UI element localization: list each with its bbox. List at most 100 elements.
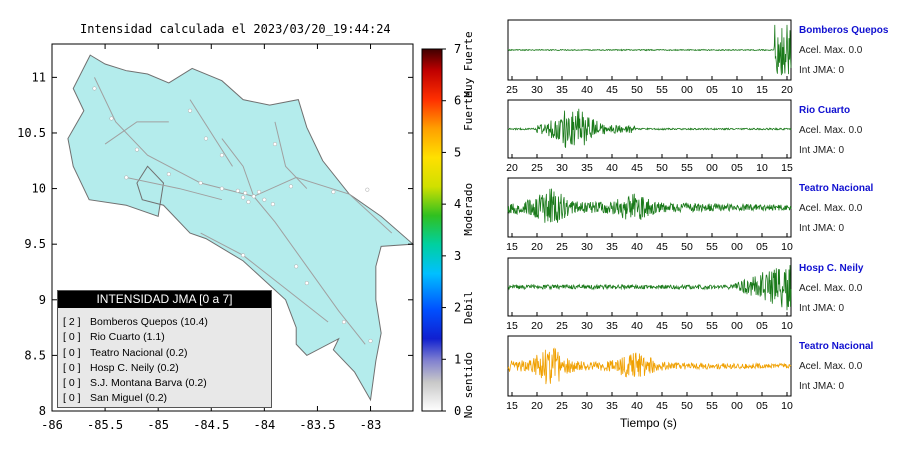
station-name: Teatro Nacional bbox=[799, 341, 874, 352]
road-2 bbox=[253, 196, 366, 345]
town-marker bbox=[262, 197, 267, 202]
map-xtick-label: -85 bbox=[147, 418, 169, 432]
colorbar-level-label: Muy Fuerte bbox=[462, 31, 475, 97]
town-marker bbox=[166, 172, 171, 177]
station-accel: Acel. Max. 0.0 bbox=[799, 45, 863, 56]
colorbar-tick-label: 3 bbox=[454, 249, 461, 263]
legend-row: [ 0 ] San Miguel (0.2) bbox=[63, 391, 271, 406]
waveform-tick-label: 20 bbox=[531, 400, 543, 412]
waveform-tick-label: 10 bbox=[781, 400, 793, 412]
waveform-tick-label: 55 bbox=[706, 400, 718, 412]
waveform-tick-label: 30 bbox=[556, 162, 568, 174]
colorbar-tick-label: 5 bbox=[454, 145, 461, 159]
road-4 bbox=[126, 176, 223, 201]
legend-row-code: [ 0 ] bbox=[63, 392, 81, 405]
station-accel: Acel. Max. 0.0 bbox=[799, 125, 863, 136]
waveform-tick-label: 20 bbox=[781, 84, 793, 96]
colorbar-level-label: No sentido bbox=[462, 352, 475, 418]
legend-row: [ 2 ] Bomberos Quepos (10.4) bbox=[63, 315, 271, 330]
waveform-tick-label: 05 bbox=[756, 241, 768, 253]
waveform-tick-label: 30 bbox=[581, 320, 593, 332]
waveform-tick-label: 55 bbox=[706, 241, 718, 253]
waveform-tick-label: 40 bbox=[631, 241, 643, 253]
station-name: Rio Cuarto bbox=[799, 105, 851, 116]
town-marker bbox=[341, 319, 347, 325]
town-marker bbox=[134, 147, 139, 152]
waveform-tick-label: 10 bbox=[731, 84, 743, 96]
station-intensity: Int JMA: 0 bbox=[799, 145, 845, 156]
colorbar-tick-label: 6 bbox=[454, 94, 461, 108]
road-3 bbox=[221, 138, 255, 197]
waveform-tick-label: 45 bbox=[656, 400, 668, 412]
waveform-frame bbox=[507, 257, 792, 317]
waveform-tick-label: 00 bbox=[731, 241, 743, 253]
town-marker bbox=[251, 194, 256, 199]
waveform-tick-label: 20 bbox=[531, 241, 543, 253]
waveform-tick-label: 10 bbox=[756, 162, 768, 174]
station-intensity: Int JMA: 0 bbox=[799, 381, 845, 392]
map-xtick-label: -83 bbox=[360, 418, 382, 432]
colorbar-tick-label: 1 bbox=[454, 352, 461, 366]
town-marker bbox=[288, 184, 293, 189]
waveform-tick-label: 55 bbox=[706, 320, 718, 332]
intensity-colorbar: 0 1 2 3 4 5 6 7 No sentido Debil Moderado FuerteMuy… bbox=[421, 31, 475, 418]
waveform-tick-label: 50 bbox=[681, 320, 693, 332]
station-info: Teatro Nacional Acel. Max. 0.0 Int JMA: 0 bbox=[799, 341, 873, 392]
legend-header: INTENSIDAD JMA [0 a 7] bbox=[58, 291, 271, 308]
station-info: Teatro Nacional Acel. Max. 0.0 Int JMA: 0 bbox=[799, 183, 873, 234]
town-marker bbox=[304, 281, 309, 286]
station-name: Hosp C. Neily bbox=[799, 263, 864, 274]
colorbar-tick-label: 7 bbox=[454, 42, 461, 56]
town-marker bbox=[219, 186, 224, 191]
waveform-tick-label: 40 bbox=[631, 320, 643, 332]
waveform-tick-label: 50 bbox=[656, 162, 668, 174]
waveform-tick-label: 00 bbox=[681, 84, 693, 96]
waveform-tick-label: 15 bbox=[506, 320, 518, 332]
map-ytick-label: 9.5 bbox=[24, 237, 46, 251]
town-marker bbox=[243, 190, 248, 196]
waveform-trace bbox=[507, 24, 792, 76]
station-info: Rio Cuarto Acel. Max. 0.0 Int JMA: 0 bbox=[799, 105, 862, 156]
page-title: Intensidad calculada el 2023/03/20_19:44… bbox=[80, 22, 391, 36]
town-marker bbox=[241, 253, 246, 258]
town-marker bbox=[241, 195, 246, 200]
station-info: Hosp C. Neily Acel. Max. 0.0 Int JMA: 0 bbox=[799, 263, 863, 314]
town-marker bbox=[198, 180, 203, 186]
waveform-tick-label: 45 bbox=[656, 320, 668, 332]
town-marker bbox=[272, 142, 278, 147]
station-info: Bomberos Quepos Acel. Max. 0.0 Int JMA: 0 bbox=[799, 25, 888, 76]
waveform-tick-label: 50 bbox=[681, 400, 693, 412]
town-marker bbox=[294, 264, 299, 269]
time-axis-label: Tiempo (s) bbox=[620, 416, 677, 430]
waveform-tick-label: 15 bbox=[506, 241, 518, 253]
waveform-tick-label: 15 bbox=[781, 162, 793, 174]
legend-row-name: Bomberos Quepos (10.4) bbox=[90, 316, 208, 328]
waveform-tick-label: 50 bbox=[631, 84, 643, 96]
road-0 bbox=[94, 77, 254, 197]
waveform-tick-label: 30 bbox=[581, 400, 593, 412]
town-marker bbox=[124, 175, 129, 180]
map-ytick-label: 11 bbox=[32, 70, 46, 84]
station-intensity: Int JMA: 0 bbox=[799, 303, 845, 314]
map-frame bbox=[51, 43, 414, 412]
colorbar-tick-label: 0 bbox=[454, 404, 461, 418]
town-marker bbox=[331, 189, 336, 194]
waveform-trace bbox=[507, 265, 792, 311]
legend-row-code: [ 0 ] bbox=[63, 346, 81, 359]
waveform-tick-label: 25 bbox=[556, 320, 568, 332]
waveform-tick-label: 40 bbox=[581, 84, 593, 96]
road-7 bbox=[200, 232, 329, 323]
waveform-tick-label: 05 bbox=[731, 162, 743, 174]
town-marker bbox=[203, 136, 209, 141]
waveform-tick-label: 10 bbox=[781, 241, 793, 253]
legend-row-code: [ 0 ] bbox=[63, 377, 81, 390]
legend-row: [ 0 ] S.J. Montana Barva (0.2) bbox=[63, 376, 271, 391]
legend-row-name: Teatro Nacional (0.2) bbox=[90, 346, 188, 359]
road-5 bbox=[189, 99, 233, 167]
waveform-tick-label: 40 bbox=[631, 400, 643, 412]
map-xtick-label: -84 bbox=[254, 418, 276, 432]
colorbar-level-label: Debil bbox=[462, 291, 475, 324]
legend-row-code: [ 2 ] bbox=[63, 316, 81, 328]
waveform-tick-label: 30 bbox=[581, 241, 593, 253]
waveform-tick-label: 25 bbox=[531, 162, 543, 174]
